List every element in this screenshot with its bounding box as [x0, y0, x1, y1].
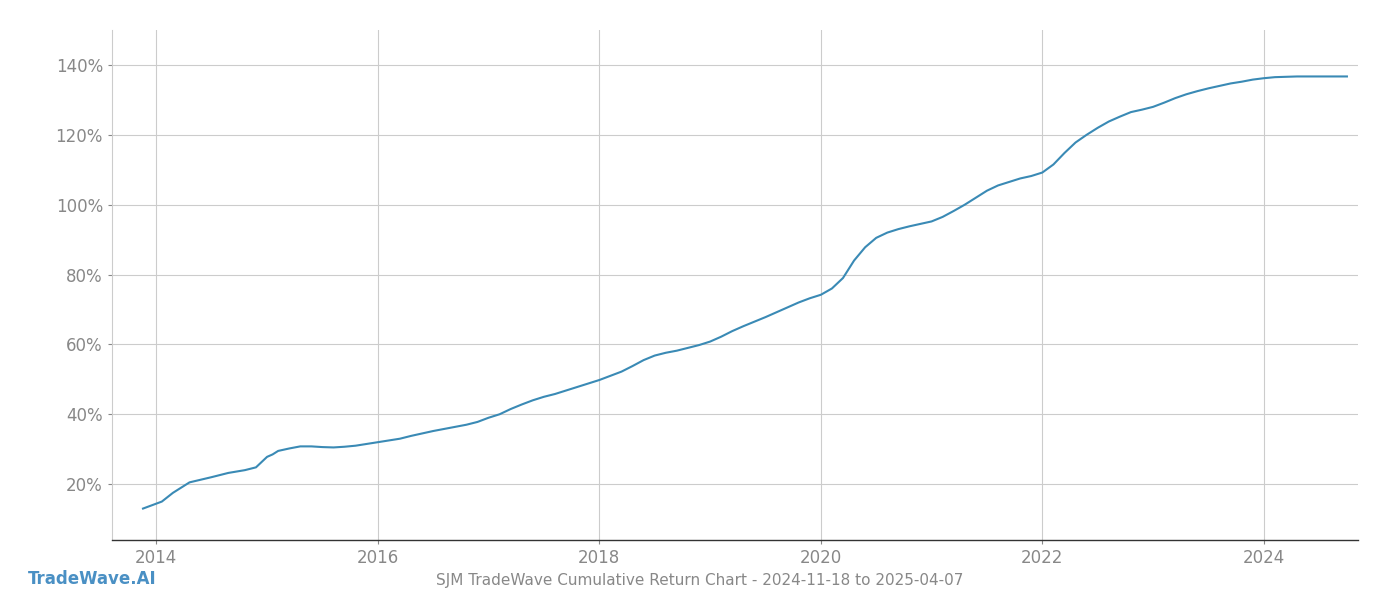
Text: SJM TradeWave Cumulative Return Chart - 2024-11-18 to 2025-04-07: SJM TradeWave Cumulative Return Chart - … — [437, 573, 963, 588]
Text: TradeWave.AI: TradeWave.AI — [28, 570, 157, 588]
